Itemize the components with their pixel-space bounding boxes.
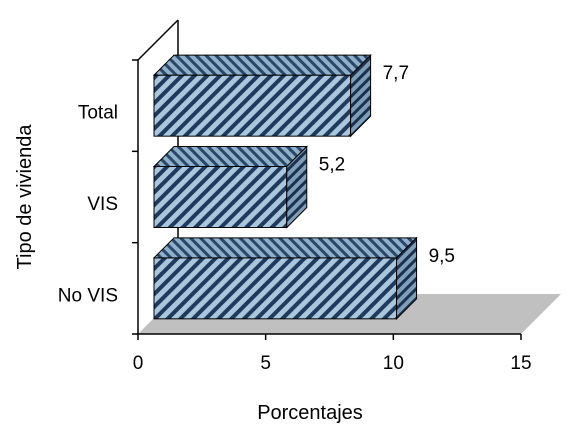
depth-edge-top [137,19,179,61]
bar-front [153,74,352,137]
bar-1 [152,145,308,229]
y-axis-title: Tipo de vivienda [14,124,36,270]
bar-side [396,236,418,321]
x-ticks-group: 0 5 10 15 [133,334,532,374]
category-label: Total [78,103,118,124]
bar-top [152,54,372,76]
data-label: 7,7 [383,63,409,84]
bar-0 [152,53,372,138]
data-label: 9,5 [429,246,455,267]
x-tick-label: 10 [383,353,404,374]
x-tick-label: 0 [133,353,144,374]
data-labels-group: 7,7 5,2 9,5 [319,63,455,267]
category-label: No VIS [58,285,118,306]
bar-side [286,145,308,229]
category-label: VIS [87,194,118,215]
x-tick-label: 15 [510,353,531,374]
x-tick-label: 5 [260,353,271,374]
bar-side [350,53,372,138]
bar-2 [152,236,418,321]
bars-group [152,53,418,321]
bar-front [153,257,398,320]
bar-top [152,237,418,259]
bar-top [152,146,308,167]
bar-front [153,166,288,228]
category-labels-group: Total VIS No VIS [58,103,118,307]
y-ticks-group [132,59,138,335]
x-axis-title: Porcentajes [257,402,363,424]
data-label: 5,2 [319,155,345,176]
